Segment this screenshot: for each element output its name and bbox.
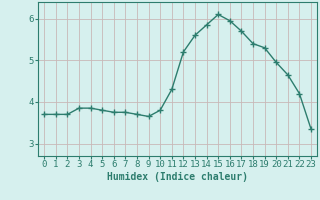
X-axis label: Humidex (Indice chaleur): Humidex (Indice chaleur) — [107, 172, 248, 182]
